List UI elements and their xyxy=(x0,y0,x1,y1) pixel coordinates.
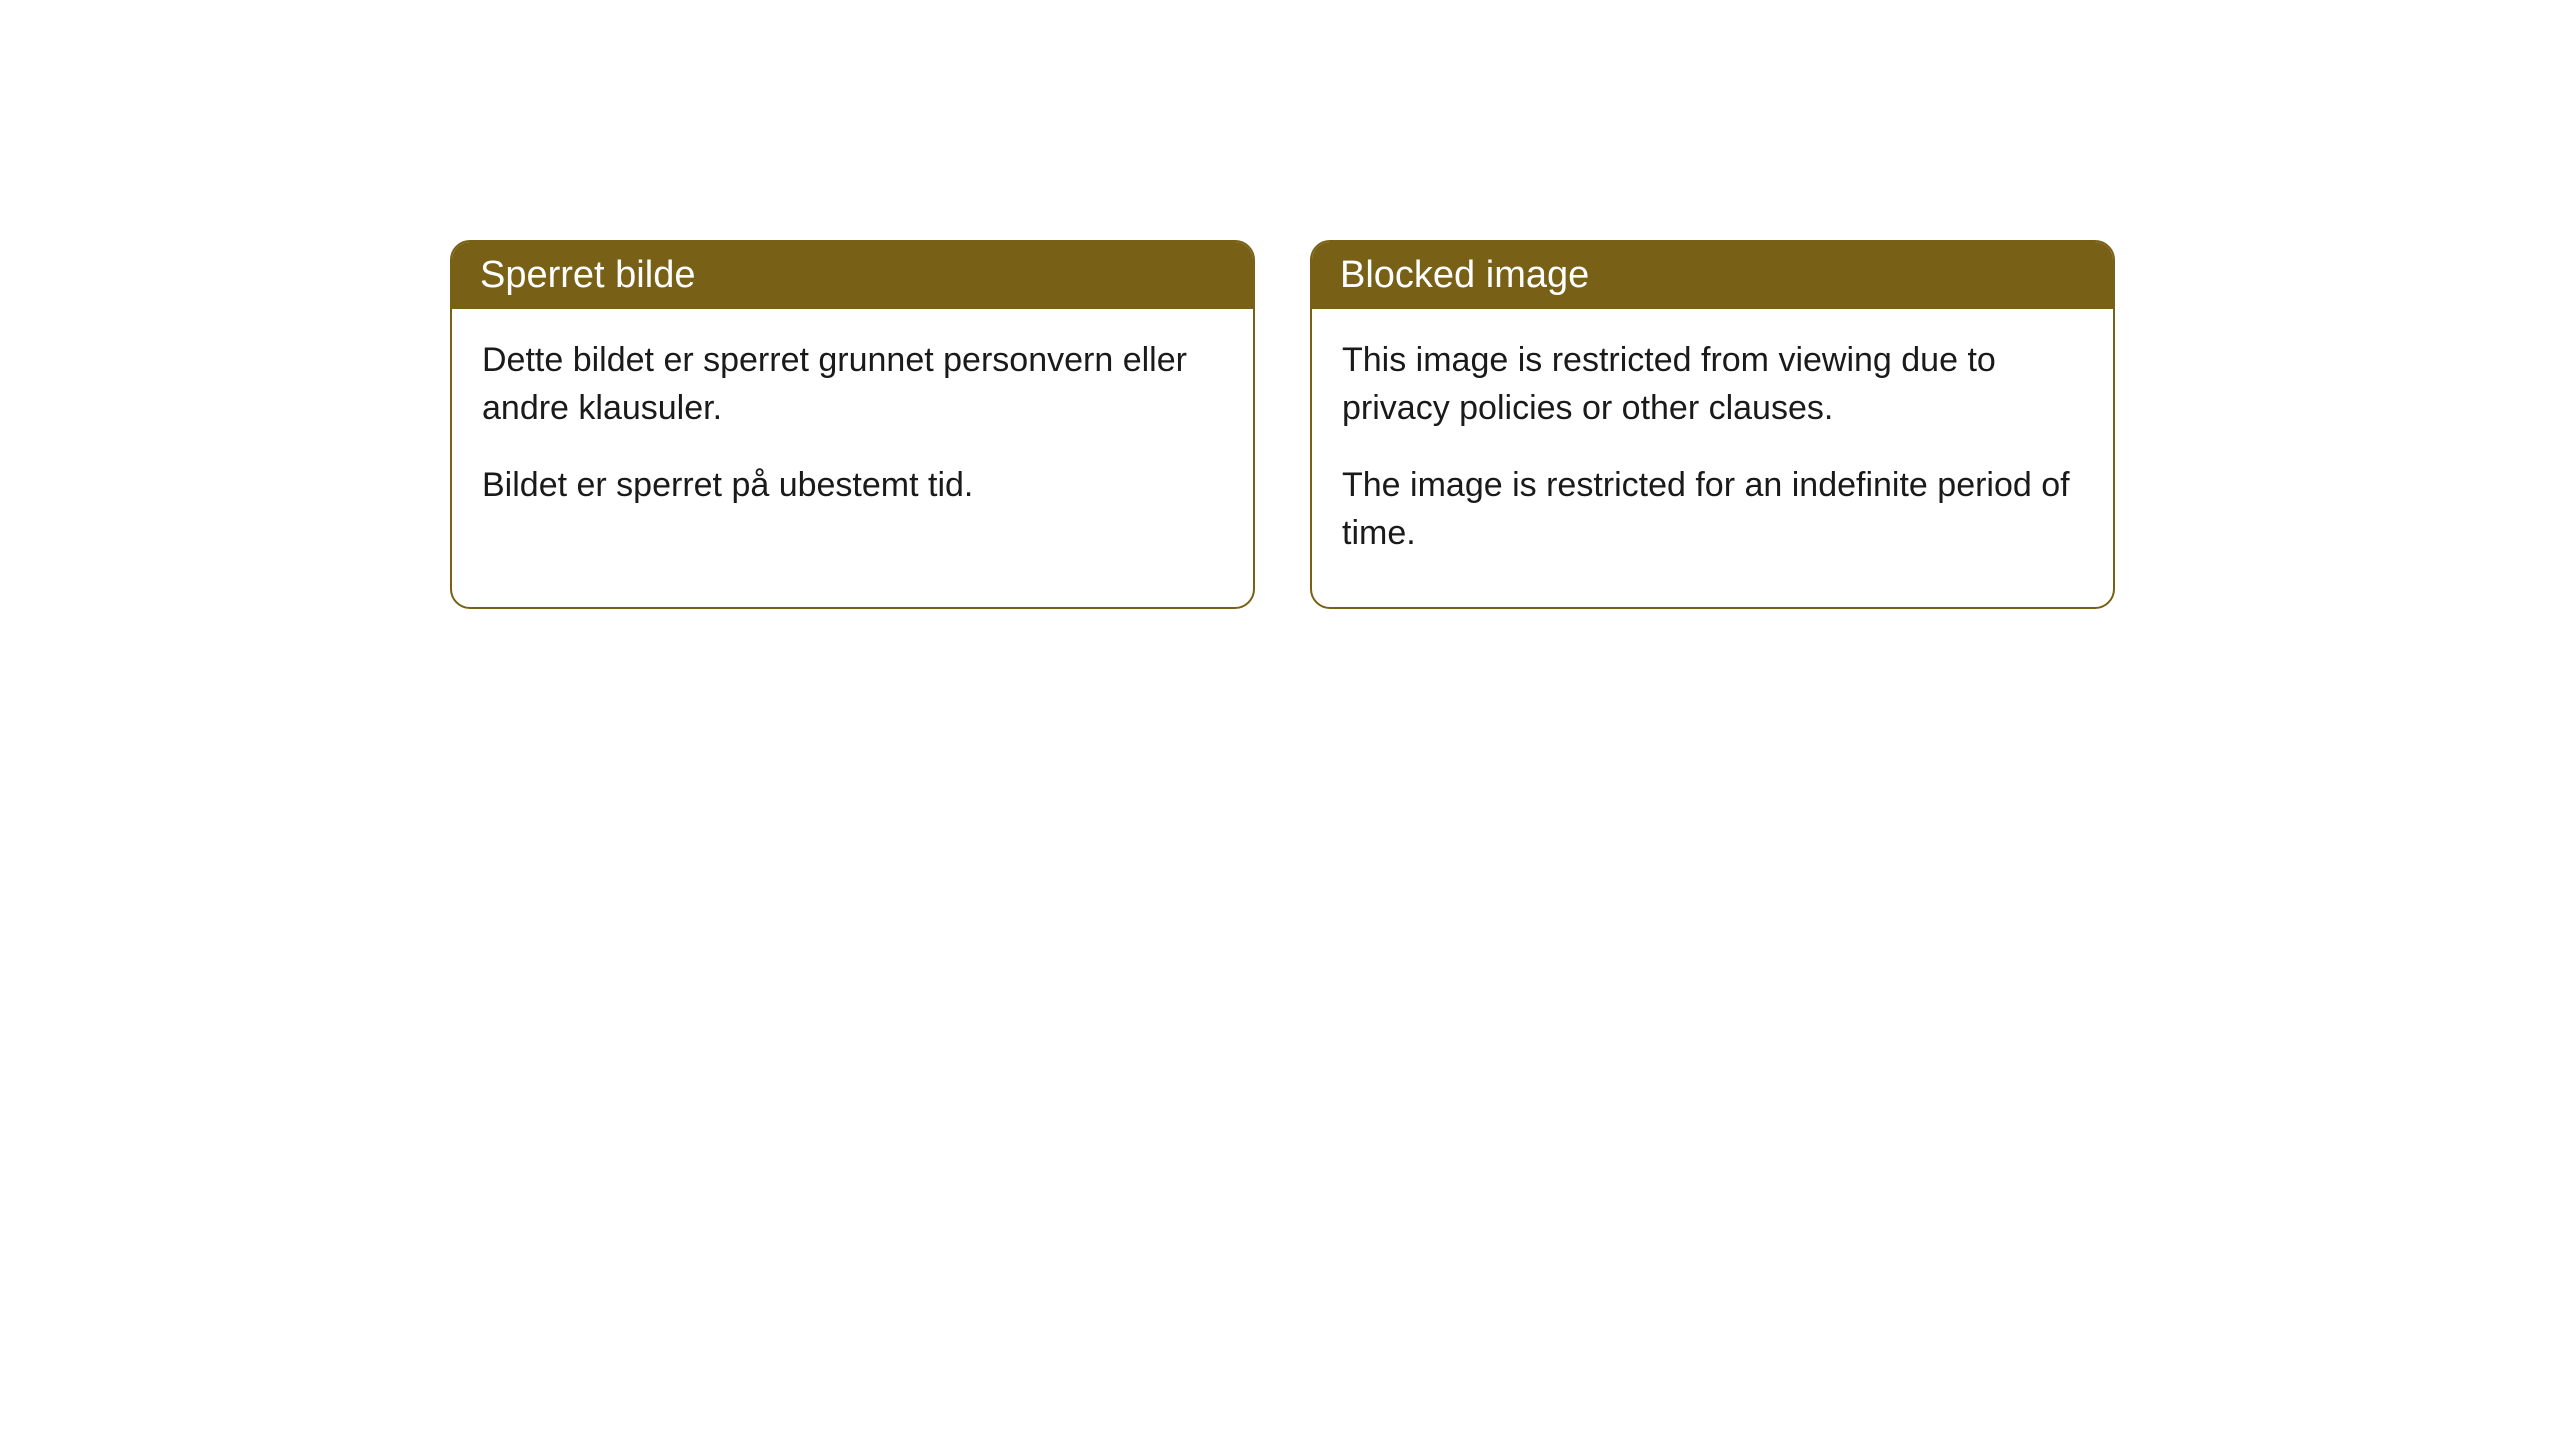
info-cards-container: Sperret bilde Dette bildet er sperret gr… xyxy=(450,240,2560,609)
card-paragraph: Bildet er sperret på ubestemt tid. xyxy=(482,462,1223,510)
card-body: This image is restricted from viewing du… xyxy=(1312,309,2113,607)
card-paragraph: The image is restricted for an indefinit… xyxy=(1342,462,2083,557)
info-card-english: Blocked image This image is restricted f… xyxy=(1310,240,2115,609)
card-paragraph: Dette bildet er sperret grunnet personve… xyxy=(482,337,1223,432)
info-card-norwegian: Sperret bilde Dette bildet er sperret gr… xyxy=(450,240,1255,609)
card-paragraph: This image is restricted from viewing du… xyxy=(1342,337,2083,432)
card-header: Sperret bilde xyxy=(452,242,1253,309)
card-body: Dette bildet er sperret grunnet personve… xyxy=(452,309,1253,560)
card-header: Blocked image xyxy=(1312,242,2113,309)
